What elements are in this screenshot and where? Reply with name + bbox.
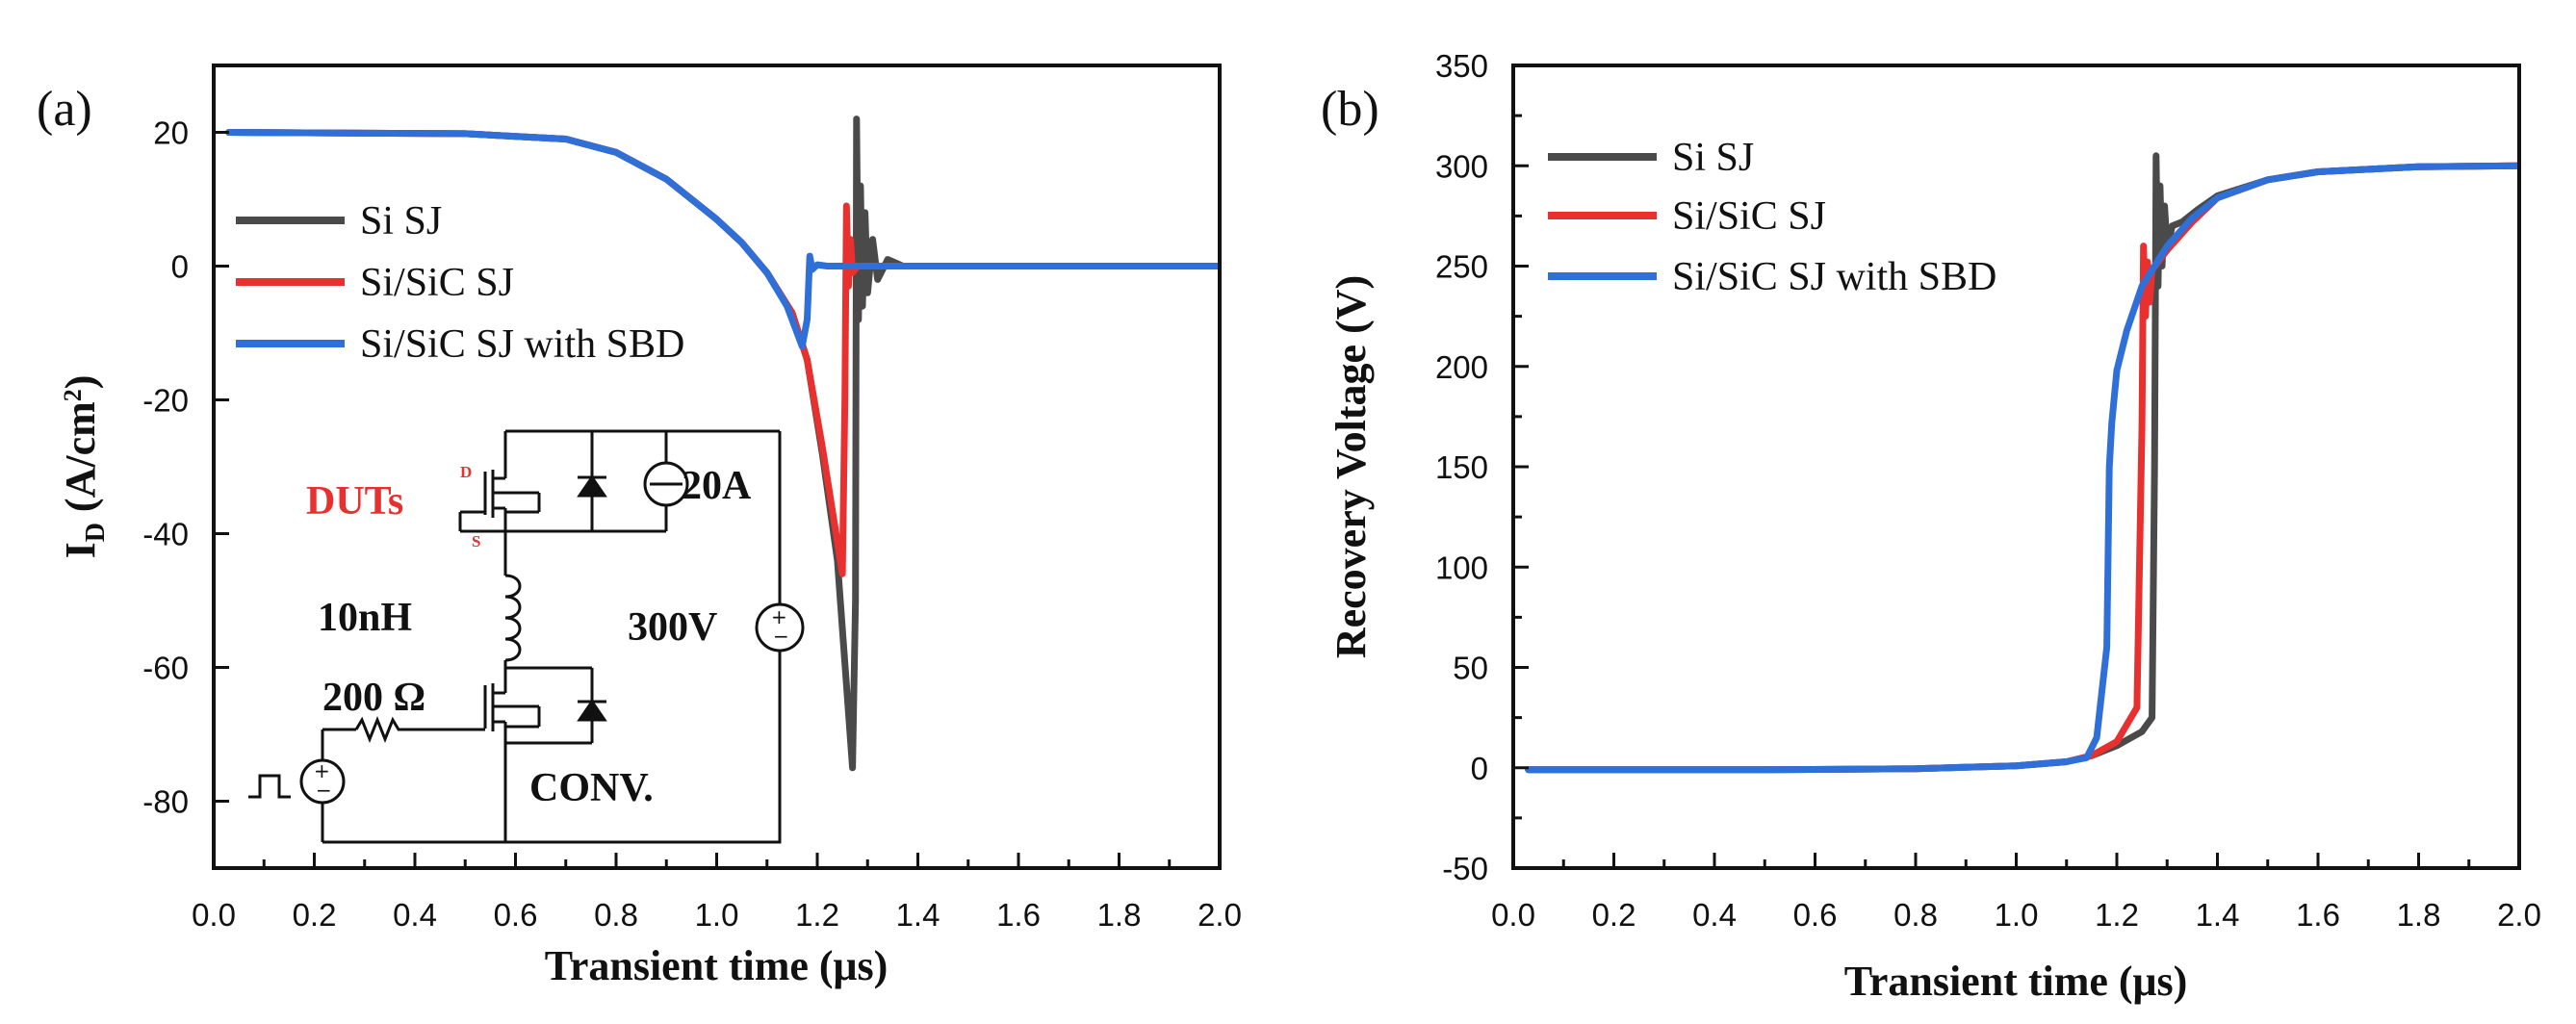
inset-source-label: S — [472, 532, 480, 550]
y-tick-label-b: 250 — [1435, 249, 1488, 285]
x-tick-label-a: 1.2 — [795, 897, 839, 933]
x-tick-label-a: 1.4 — [896, 897, 940, 933]
panel-a-series-group — [225, 115, 1220, 772]
x-tick-label-a: 0.2 — [293, 897, 337, 933]
conv-mosfet-icon — [483, 668, 592, 745]
y-tick-label-b: 350 — [1435, 48, 1488, 84]
series-b-si-sj — [1525, 152, 2519, 774]
x-tick-label-b: 1.2 — [2095, 897, 2139, 933]
panel-b-frame — [1511, 64, 2521, 870]
legend-a-label-si-sic-sj: Si/SiC SJ — [360, 261, 514, 305]
voltage-source-icon — [755, 602, 805, 653]
legend-a-label-si-sic-sj-sbd: Si/SiC SJ with SBD — [360, 322, 684, 367]
inductor-icon — [503, 531, 522, 668]
x-tick-label-b: 1.6 — [2296, 897, 2340, 933]
inset-voltage-label: 300V — [628, 605, 717, 650]
resistor-icon — [354, 715, 404, 744]
inset-inductor-label: 10nH — [318, 596, 412, 640]
x-tick-label-b: 1.8 — [2397, 897, 2441, 933]
panel-b-y-axis: 350 300 250 200 150 100 50 0 -50 — [1435, 48, 1529, 886]
series-b-si-sic-sj-with-sbd — [1525, 162, 2519, 774]
x-tick-label-a: 1.8 — [1097, 897, 1142, 933]
panel-b-x-label: Transient time (μs) — [1844, 958, 2188, 1005]
inset-circuit-schematic — [248, 429, 805, 844]
inset-dut-label: DUTs — [306, 479, 403, 524]
panel-b: (b) 0.0 0.2 0.4 0.6 0.8 1.0 1.2 1.4 1.6 1.8 2.0 35… — [1321, 48, 2541, 1005]
y-tick-label-b: 0 — [1471, 751, 1488, 786]
y-tick-label-a: -20 — [142, 383, 189, 419]
panel-a-x-label: Transient time (μs) — [545, 942, 889, 989]
panel-b-plot-area — [1511, 64, 2521, 870]
inset-drain-label: D — [460, 463, 472, 481]
panel-a-y-label-main: I — [57, 542, 104, 558]
y-tick-label-b: 100 — [1435, 550, 1488, 585]
y-tick-label-a: -60 — [142, 651, 189, 686]
inset-plus-sign: + — [771, 605, 787, 628]
x-tick-label-b: 0.2 — [1592, 897, 1636, 933]
panel-a-y-label-unit-sup: 2 — [59, 389, 87, 401]
series-a-si-sic-sj-with-sbd — [225, 129, 1220, 350]
panel-b-y-label: Recovery Voltage (V) — [1327, 275, 1375, 658]
x-tick-label-a: 1.0 — [695, 897, 739, 933]
panel-a-y-axis: 20 0 -20 -40 -60 -80 — [142, 115, 229, 820]
panel-a-legend: Si SJ Si/SiC SJ Si/SiC SJ with SBD — [236, 199, 684, 367]
pulse-source-icon — [248, 730, 346, 842]
y-tick-label-b: -50 — [1442, 851, 1488, 886]
y-tick-label-a: 20 — [153, 115, 189, 151]
current-source-icon — [643, 431, 689, 531]
inset-labels: DUTs D S 20A 10nH 300V 200 Ω CONV. + − +… — [306, 463, 789, 810]
panel-b-series-group — [1525, 152, 2519, 774]
wire-bottom-rail — [322, 678, 782, 844]
x-tick-label-b: 0.4 — [1692, 897, 1737, 933]
dut-mosfet-icon — [458, 431, 541, 533]
panel-a-y-label-unit-pre: (A/cm — [57, 401, 104, 523]
x-tick-label-b: 0.0 — [1491, 897, 1535, 933]
x-tick-label-b: 1.0 — [1995, 897, 2039, 933]
x-tick-label-b: 0.8 — [1893, 897, 1938, 933]
y-tick-label-a: 0 — [171, 249, 189, 285]
y-tick-label-b: 150 — [1435, 449, 1488, 485]
inset-pulse-minus: − — [316, 779, 332, 802]
y-tick-label-b: 50 — [1453, 651, 1488, 686]
x-tick-label-a: 0.0 — [192, 897, 236, 933]
legend-b-label-si-sic-sj-sbd: Si/SiC SJ with SBD — [1672, 255, 1996, 299]
legend-b-label-si-sj: Si SJ — [1672, 136, 1754, 180]
inset-conv-label: CONV. — [529, 766, 654, 810]
x-tick-label-b: 2.0 — [2497, 897, 2541, 933]
panel-a-y-label-sub: D — [81, 523, 111, 542]
x-tick-label-a: 0.8 — [594, 897, 638, 933]
panel-b-x-axis: 0.0 0.2 0.4 0.6 0.8 1.0 1.2 1.4 1.6 1.8 2.0 — [1491, 853, 2541, 933]
x-tick-label-a: 0.6 — [494, 897, 538, 933]
panel-a-x-axis: 0.0 0.2 0.4 0.6 0.8 1.0 1.2 1.4 1.6 1.8 2.0 — [192, 853, 1242, 933]
panel-a-label: (a) — [37, 82, 92, 137]
legend-a-label-si-sj: Si SJ — [360, 199, 442, 243]
x-tick-label-b: 1.4 — [2196, 897, 2240, 933]
y-tick-label-a: -80 — [142, 784, 189, 820]
inset-resistor-label: 200 Ω — [322, 676, 425, 720]
x-tick-label-b: 0.6 — [1793, 897, 1838, 933]
panel-a-y-label: ID (A/cm2) — [57, 375, 111, 559]
x-tick-label-a: 1.6 — [996, 897, 1041, 933]
panel-a: (a) 0.0 0.2 0.4 0.6 0.8 1.0 1.2 1.4 1.6 1.8 2.0 20… — [37, 64, 1242, 989]
x-tick-label-a: 2.0 — [1198, 897, 1242, 933]
panel-b-legend: Si SJ Si/SiC SJ Si/SiC SJ with SBD — [1548, 136, 1996, 299]
diode-icon — [577, 431, 607, 531]
inset-minus-sign: − — [773, 625, 789, 648]
y-tick-label-b: 300 — [1435, 148, 1488, 184]
legend-b-label-si-sic-sj: Si/SiC SJ — [1672, 194, 1826, 239]
inset-current-label: 20A — [682, 464, 752, 508]
panel-a-y-label-unit-post: ) — [57, 375, 104, 390]
conv-diode-icon — [577, 668, 607, 743]
y-tick-label-a: -40 — [142, 517, 189, 552]
y-tick-label-b: 200 — [1435, 349, 1488, 385]
inset-pulse-plus: + — [314, 759, 330, 782]
panel-b-label: (b) — [1321, 82, 1379, 137]
x-tick-label-a: 0.4 — [393, 897, 437, 933]
